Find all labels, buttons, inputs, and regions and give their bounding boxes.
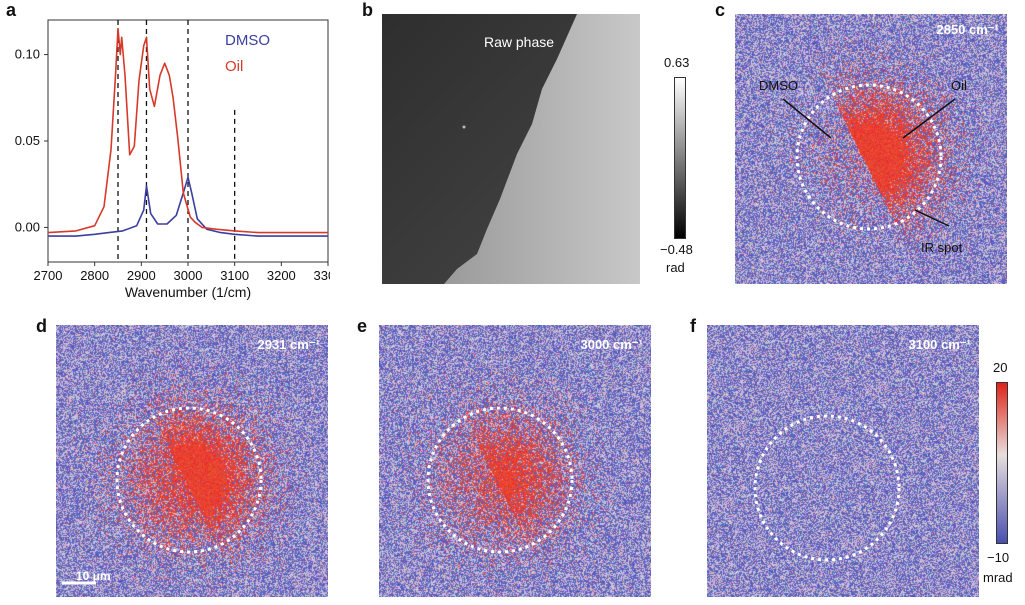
wavenumber-label-d: 2931 cm⁻¹ (257, 337, 320, 352)
xtick-label: 3300 (314, 268, 330, 283)
xtick-label: 3000 (174, 268, 203, 283)
xtick-label: 2800 (80, 268, 109, 283)
colorbar-mrad-unit: mrad (983, 570, 1013, 585)
spectrum-chart: 2700 2800 2900 3000 3100 3200 3300 0.00 0.05 0.10… (15, 19, 330, 300)
annotation-ir-spot: IR spot (921, 240, 963, 255)
panel-label-c: c (715, 0, 726, 20)
scale-bar-label: 10 μm (76, 569, 111, 583)
ir-map-2850: 2850 cm⁻¹ DMSO Oil IR spot (735, 14, 1007, 284)
legend-oil: Oil (225, 58, 243, 75)
panel-label-a: a (6, 0, 17, 20)
raw-phase-image: Raw phase (382, 14, 640, 284)
x-axis-label: Wavenumber (1/cm) (125, 284, 251, 300)
series-line-oil (47, 27, 328, 234)
colorbar-b-unit: rad (666, 260, 685, 275)
legend-dmso: DMSO (225, 32, 270, 49)
ir-map-3100: 3100 cm⁻¹ (707, 325, 979, 597)
series-line-dmso (48, 176, 328, 237)
panel-label-f: f (690, 316, 696, 336)
panel-label-e: e (357, 316, 368, 336)
raw-phase-title: Raw phase (484, 34, 555, 50)
colorbar-mrad-max: 20 (993, 360, 1008, 375)
panel-label-b: b (362, 0, 373, 20)
xtick-label: 2900 (127, 268, 156, 283)
wavenumber-label-f: 3100 cm⁻¹ (908, 337, 971, 352)
wavenumber-label-c: 2850 cm⁻¹ (936, 22, 999, 37)
colorbar-mrad (996, 382, 1008, 544)
annotation-dmso: DMSO (759, 78, 798, 93)
xtick-label: 3100 (220, 268, 249, 283)
xtick-label: 3200 (267, 268, 296, 283)
colorbar-b-max: 0.63 (664, 55, 690, 70)
colorbar-b-min: −0.48 (660, 242, 693, 257)
wavenumber-label-e: 3000 cm⁻¹ (580, 337, 643, 352)
annotation-oil: Oil (951, 78, 967, 93)
ir-map-2931: 2931 cm⁻¹ 10 μm (56, 325, 328, 597)
ytick-label: 0.05 (15, 133, 40, 148)
colorbar-b (674, 77, 686, 239)
ytick-label: 0.10 (15, 47, 40, 62)
xtick-label: 2700 (34, 268, 63, 283)
ir-map-3000: 3000 cm⁻¹ (379, 325, 651, 597)
ytick-label: 0.00 (15, 219, 40, 234)
colorbar-mrad-min: −10 (987, 550, 1010, 565)
panel-label-d: d (36, 316, 47, 336)
